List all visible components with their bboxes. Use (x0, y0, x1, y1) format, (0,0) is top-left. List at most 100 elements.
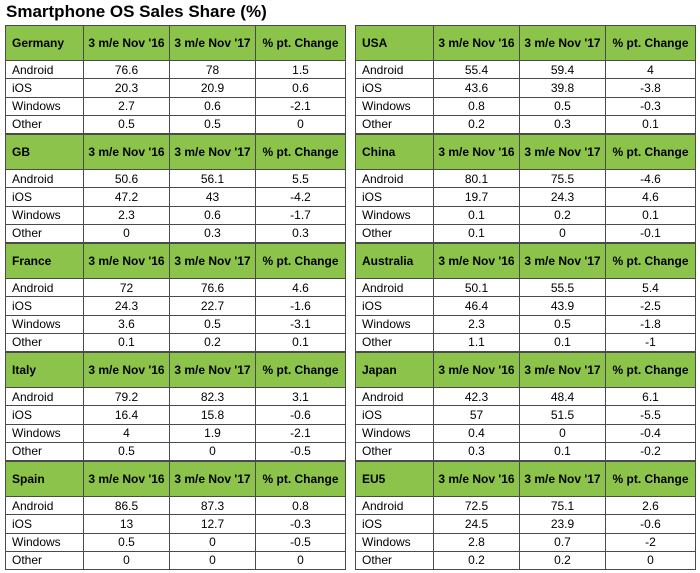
table-row: Windows 3.6 0.5 -3.1 (5, 314, 346, 334)
value-2016: 79.2 (83, 386, 170, 407)
sales-table: China 3 m/e Nov '16 3 m/e Nov '17% pt. Cha… (355, 134, 696, 244)
value-2017: 0.3 (519, 114, 606, 135)
value-2016: 0.1 (83, 332, 170, 353)
os-name: iOS (355, 296, 434, 316)
col-header-2017: 3 m/e Nov '17 (169, 352, 256, 388)
table-row: Other 0.1 0 -0.1 (355, 223, 696, 244)
value-change: -2 (605, 532, 696, 552)
col-header-2016: 3 m/e Nov '16 (433, 243, 520, 279)
col-header-change: % pt. Change (605, 461, 696, 497)
col-header-2017: 3 m/e Nov '17 (519, 352, 606, 388)
os-name: iOS (5, 187, 84, 207)
value-2016: 16.4 (83, 405, 170, 425)
value-2017: 24.3 (519, 187, 606, 207)
table-row: iOS 13 12.7 -0.3 (5, 514, 346, 534)
table-row: Windows 0.5 0 -0.5 (5, 532, 346, 552)
value-2017: 43.9 (519, 296, 606, 316)
country-name: Australia (355, 243, 434, 279)
value-change: 6.1 (605, 386, 696, 407)
os-name: Other (355, 550, 434, 571)
table-row: iOS 16.4 15.8 -0.6 (5, 405, 346, 425)
value-change: 0.1 (255, 332, 346, 353)
value-2017: 0 (169, 532, 256, 552)
value-2017: 0.3 (169, 223, 256, 244)
table-row: iOS 24.5 23.9 -0.6 (355, 514, 696, 534)
value-2017: 0 (169, 441, 256, 462)
table-row: Windows 2.3 0.6 -1.7 (5, 205, 346, 225)
value-change: -5.5 (605, 405, 696, 425)
value-change: 0.1 (605, 205, 696, 225)
os-name: Android (355, 59, 434, 80)
value-change: 0.6 (255, 78, 346, 98)
col-header-change: % pt. Change (255, 243, 346, 279)
value-change: -4.6 (605, 168, 696, 189)
os-name: Other (5, 332, 84, 353)
value-2017: 0.5 (169, 114, 256, 135)
value-2016: 0.1 (433, 223, 520, 244)
table-header-row: Germany 3 m/e Nov '16 3 m/e Nov '17% pt. C… (5, 25, 346, 61)
os-name: Android (5, 495, 84, 516)
col-header-2017: 3 m/e Nov '17 (519, 134, 606, 170)
col-header-2017: 3 m/e Nov '17 (169, 25, 256, 61)
value-2016: 57 (433, 405, 520, 425)
value-change: -1.8 (605, 314, 696, 334)
value-2017: 0.7 (519, 532, 606, 552)
value-2017: 15.8 (169, 405, 256, 425)
table-row: Android 79.2 82.3 3.1 (5, 386, 346, 407)
col-header-2016: 3 m/e Nov '16 (83, 243, 170, 279)
col-header-change: % pt. Change (605, 25, 696, 61)
country-name: Japan (355, 352, 434, 388)
value-2016: 24.5 (433, 514, 520, 534)
col-header-change: % pt. Change (605, 134, 696, 170)
col-header-2016: 3 m/e Nov '16 (433, 461, 520, 497)
table-row: Android 72 76.6 4.6 (5, 277, 346, 298)
sales-table: Spain 3 m/e Nov '16 3 m/e Nov '17% pt. Cha… (5, 461, 346, 571)
value-change: 5.5 (255, 168, 346, 189)
value-2017: 12.7 (169, 514, 256, 534)
os-name: Windows (5, 205, 84, 225)
country-name: China (355, 134, 434, 170)
value-2017: 75.5 (519, 168, 606, 189)
sales-table: GB 3 m/e Nov '16 3 m/e Nov '17% pt. Change… (5, 134, 346, 244)
value-2016: 0.1 (433, 205, 520, 225)
table-row: Android 50.6 56.1 5.5 (5, 168, 346, 189)
os-name: iOS (355, 514, 434, 534)
col-header-2017: 3 m/e Nov '17 (519, 243, 606, 279)
table-row: Android 72.5 75.1 2.6 (355, 495, 696, 516)
sales-table: Japan 3 m/e Nov '16 3 m/e Nov '17% pt. Cha… (355, 352, 696, 462)
os-name: Android (355, 277, 434, 298)
value-2016: 24.3 (83, 296, 170, 316)
value-change: -2.1 (255, 423, 346, 443)
value-2016: 3.6 (83, 314, 170, 334)
page-title: Smartphone OS Sales Share (%) (6, 2, 267, 21)
col-header-2016: 3 m/e Nov '16 (83, 25, 170, 61)
value-2016: 42.3 (433, 386, 520, 407)
value-2017: 87.3 (169, 495, 256, 516)
value-2016: 2.7 (83, 96, 170, 116)
table-row: Android 42.3 48.4 6.1 (355, 386, 696, 407)
os-name: Other (355, 114, 434, 135)
value-2016: 0.2 (433, 114, 520, 135)
os-name: iOS (5, 296, 84, 316)
os-name: Android (355, 386, 434, 407)
os-name: Android (5, 168, 84, 189)
value-2016: 0.5 (83, 441, 170, 462)
value-change: 4 (605, 59, 696, 80)
value-change: -0.3 (605, 96, 696, 116)
value-2016: 1.1 (433, 332, 520, 353)
os-name: Android (5, 277, 84, 298)
table-row: iOS 24.3 22.7 -1.6 (5, 296, 346, 316)
value-2017: 76.6 (169, 277, 256, 298)
value-2017: 0.2 (519, 205, 606, 225)
value-2017: 51.5 (519, 405, 606, 425)
value-2017: 0 (519, 423, 606, 443)
table-row: iOS 46.4 43.9 -2.5 (355, 296, 696, 316)
value-change: -1.6 (255, 296, 346, 316)
value-2016: 72 (83, 277, 170, 298)
value-2017: 56.1 (169, 168, 256, 189)
col-header-2016: 3 m/e Nov '16 (83, 461, 170, 497)
value-change: -2.5 (605, 296, 696, 316)
table-row: Android 55.4 59.4 4 (355, 59, 696, 80)
os-name: Other (5, 223, 84, 244)
value-2017: 0.6 (169, 96, 256, 116)
